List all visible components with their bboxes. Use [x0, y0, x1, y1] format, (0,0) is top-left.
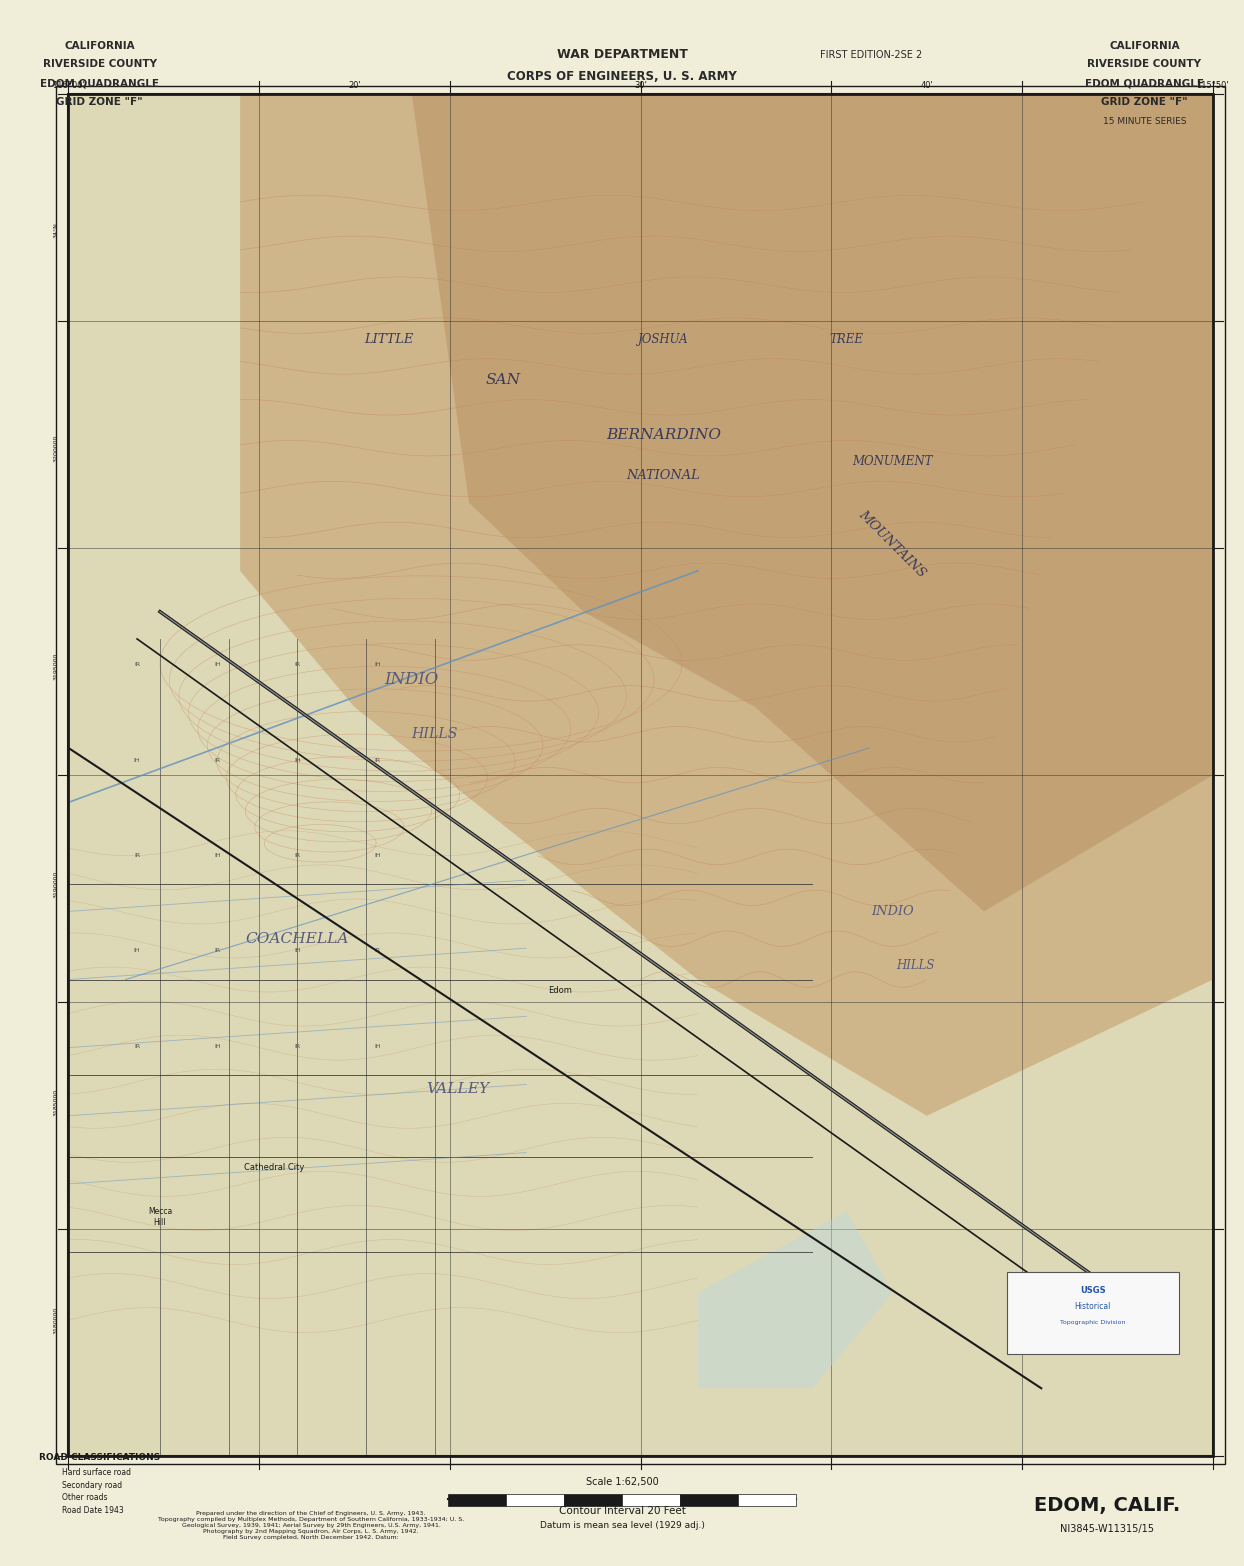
Text: IH: IH — [294, 758, 301, 763]
Text: ROAD CLASSIFICATIONS: ROAD CLASSIFICATIONS — [39, 1453, 160, 1461]
Polygon shape — [698, 1211, 892, 1387]
Text: IH: IH — [374, 853, 381, 858]
Text: USGS: USGS — [1080, 1286, 1106, 1295]
Text: IH: IH — [214, 1043, 220, 1049]
Text: NATIONAL: NATIONAL — [627, 468, 700, 482]
Bar — [68, 94, 1213, 1456]
Text: 40': 40' — [921, 81, 933, 89]
Text: RIVERSIDE COUNTY: RIVERSIDE COUNTY — [42, 60, 157, 69]
Text: IH: IH — [214, 853, 220, 858]
Bar — [622, 1494, 680, 1506]
Text: IR: IR — [134, 853, 141, 858]
Text: IR: IR — [214, 758, 220, 763]
Bar — [564, 1494, 622, 1506]
Bar — [56, 86, 1225, 1464]
Text: MONUMENT: MONUMENT — [852, 456, 933, 468]
Text: 115°50': 115°50' — [1197, 81, 1229, 89]
Text: FIRST EDITION-2SE 2: FIRST EDITION-2SE 2 — [820, 50, 922, 60]
Text: IR: IR — [214, 949, 220, 954]
Text: CALIFORNIA: CALIFORNIA — [65, 41, 134, 50]
Text: 15 MINUTE SERIES: 15 MINUTE SERIES — [1102, 117, 1187, 125]
Text: HILLS: HILLS — [412, 727, 458, 741]
Text: CORPS OF ENGINEERS, U. S. ARMY: CORPS OF ENGINEERS, U. S. ARMY — [508, 70, 736, 83]
Text: Cathedral City: Cathedral City — [244, 1164, 305, 1173]
Text: Contour Interval 20 Feet: Contour Interval 20 Feet — [559, 1506, 685, 1516]
Text: EDOM, CALIF.: EDOM, CALIF. — [1034, 1496, 1181, 1516]
Text: IH: IH — [134, 949, 141, 954]
Text: IR: IR — [295, 1043, 300, 1049]
Text: IH: IH — [374, 1043, 381, 1049]
Text: Road Date 1943: Road Date 1943 — [62, 1506, 124, 1514]
Text: CALIFORNIA: CALIFORNIA — [1110, 41, 1179, 50]
Bar — [68, 94, 1213, 1456]
Bar — [738, 1494, 796, 1506]
Text: GRID ZONE "F": GRID ZONE "F" — [56, 97, 143, 106]
Text: Topographic Division: Topographic Division — [1060, 1320, 1126, 1325]
Text: Secondary road: Secondary road — [62, 1481, 122, 1489]
Text: Mecca
Hill: Mecca Hill — [148, 1207, 172, 1226]
Text: TREE: TREE — [830, 332, 863, 346]
Text: HILLS: HILLS — [896, 960, 934, 972]
Text: IR: IR — [374, 758, 381, 763]
Text: Scale 1:62,500: Scale 1:62,500 — [586, 1477, 658, 1486]
Text: EDOM QUADRANGLE: EDOM QUADRANGLE — [40, 78, 159, 88]
Text: IH: IH — [374, 662, 381, 667]
Text: EDOM QUADRANGLE: EDOM QUADRANGLE — [1085, 78, 1204, 88]
Text: IR: IR — [134, 662, 141, 667]
Text: COACHELLA: COACHELLA — [245, 932, 350, 946]
Bar — [506, 1494, 564, 1506]
Polygon shape — [412, 94, 1213, 911]
Text: IR: IR — [295, 662, 300, 667]
Text: Historical: Historical — [1075, 1303, 1111, 1311]
Text: IH: IH — [214, 662, 220, 667]
Text: 3195000: 3195000 — [53, 653, 58, 680]
Text: 116°00': 116°00' — [52, 81, 85, 89]
Bar — [680, 1494, 738, 1506]
Text: 34°N: 34°N — [53, 222, 58, 238]
Text: Other roads: Other roads — [62, 1494, 108, 1502]
Text: IR: IR — [134, 1043, 141, 1049]
Text: 3190000: 3190000 — [53, 871, 58, 897]
Text: INDIO: INDIO — [384, 672, 439, 689]
Text: Prepared under the direction of the Chief of Engineers, U. S. Army, 1943.
Topogr: Prepared under the direction of the Chie… — [158, 1511, 464, 1539]
Text: 3185000: 3185000 — [53, 1088, 58, 1117]
Text: GRID ZONE "F": GRID ZONE "F" — [1101, 97, 1188, 106]
Text: IR: IR — [295, 853, 300, 858]
Text: 3200000: 3200000 — [53, 434, 58, 462]
Text: BERNARDINO: BERNARDINO — [606, 428, 722, 442]
Text: MOUNTAINS: MOUNTAINS — [856, 507, 928, 579]
Text: Edom: Edom — [549, 987, 572, 994]
Text: SAN: SAN — [485, 373, 521, 387]
Text: LITTLE: LITTLE — [364, 332, 413, 346]
Bar — [448, 1494, 506, 1506]
Text: IH: IH — [134, 758, 141, 763]
Bar — [1006, 1273, 1178, 1355]
Text: IR: IR — [374, 949, 381, 954]
Text: VALLEY: VALLEY — [425, 1082, 489, 1096]
Text: 30': 30' — [634, 81, 647, 89]
Text: INDIO: INDIO — [871, 905, 914, 918]
Text: NI3845-W11315/15: NI3845-W11315/15 — [1060, 1524, 1154, 1533]
Text: 20': 20' — [348, 81, 361, 89]
Text: Datum is mean sea level (1929 adj.): Datum is mean sea level (1929 adj.) — [540, 1522, 704, 1530]
Text: 3180000: 3180000 — [53, 1306, 58, 1334]
Text: Hard surface road: Hard surface road — [62, 1469, 131, 1477]
Text: RIVERSIDE COUNTY: RIVERSIDE COUNTY — [1087, 60, 1202, 69]
Text: JOSHUA: JOSHUA — [638, 332, 689, 346]
Text: WAR DEPARTMENT: WAR DEPARTMENT — [556, 49, 688, 61]
Polygon shape — [240, 94, 1213, 1115]
Text: IH: IH — [294, 949, 301, 954]
